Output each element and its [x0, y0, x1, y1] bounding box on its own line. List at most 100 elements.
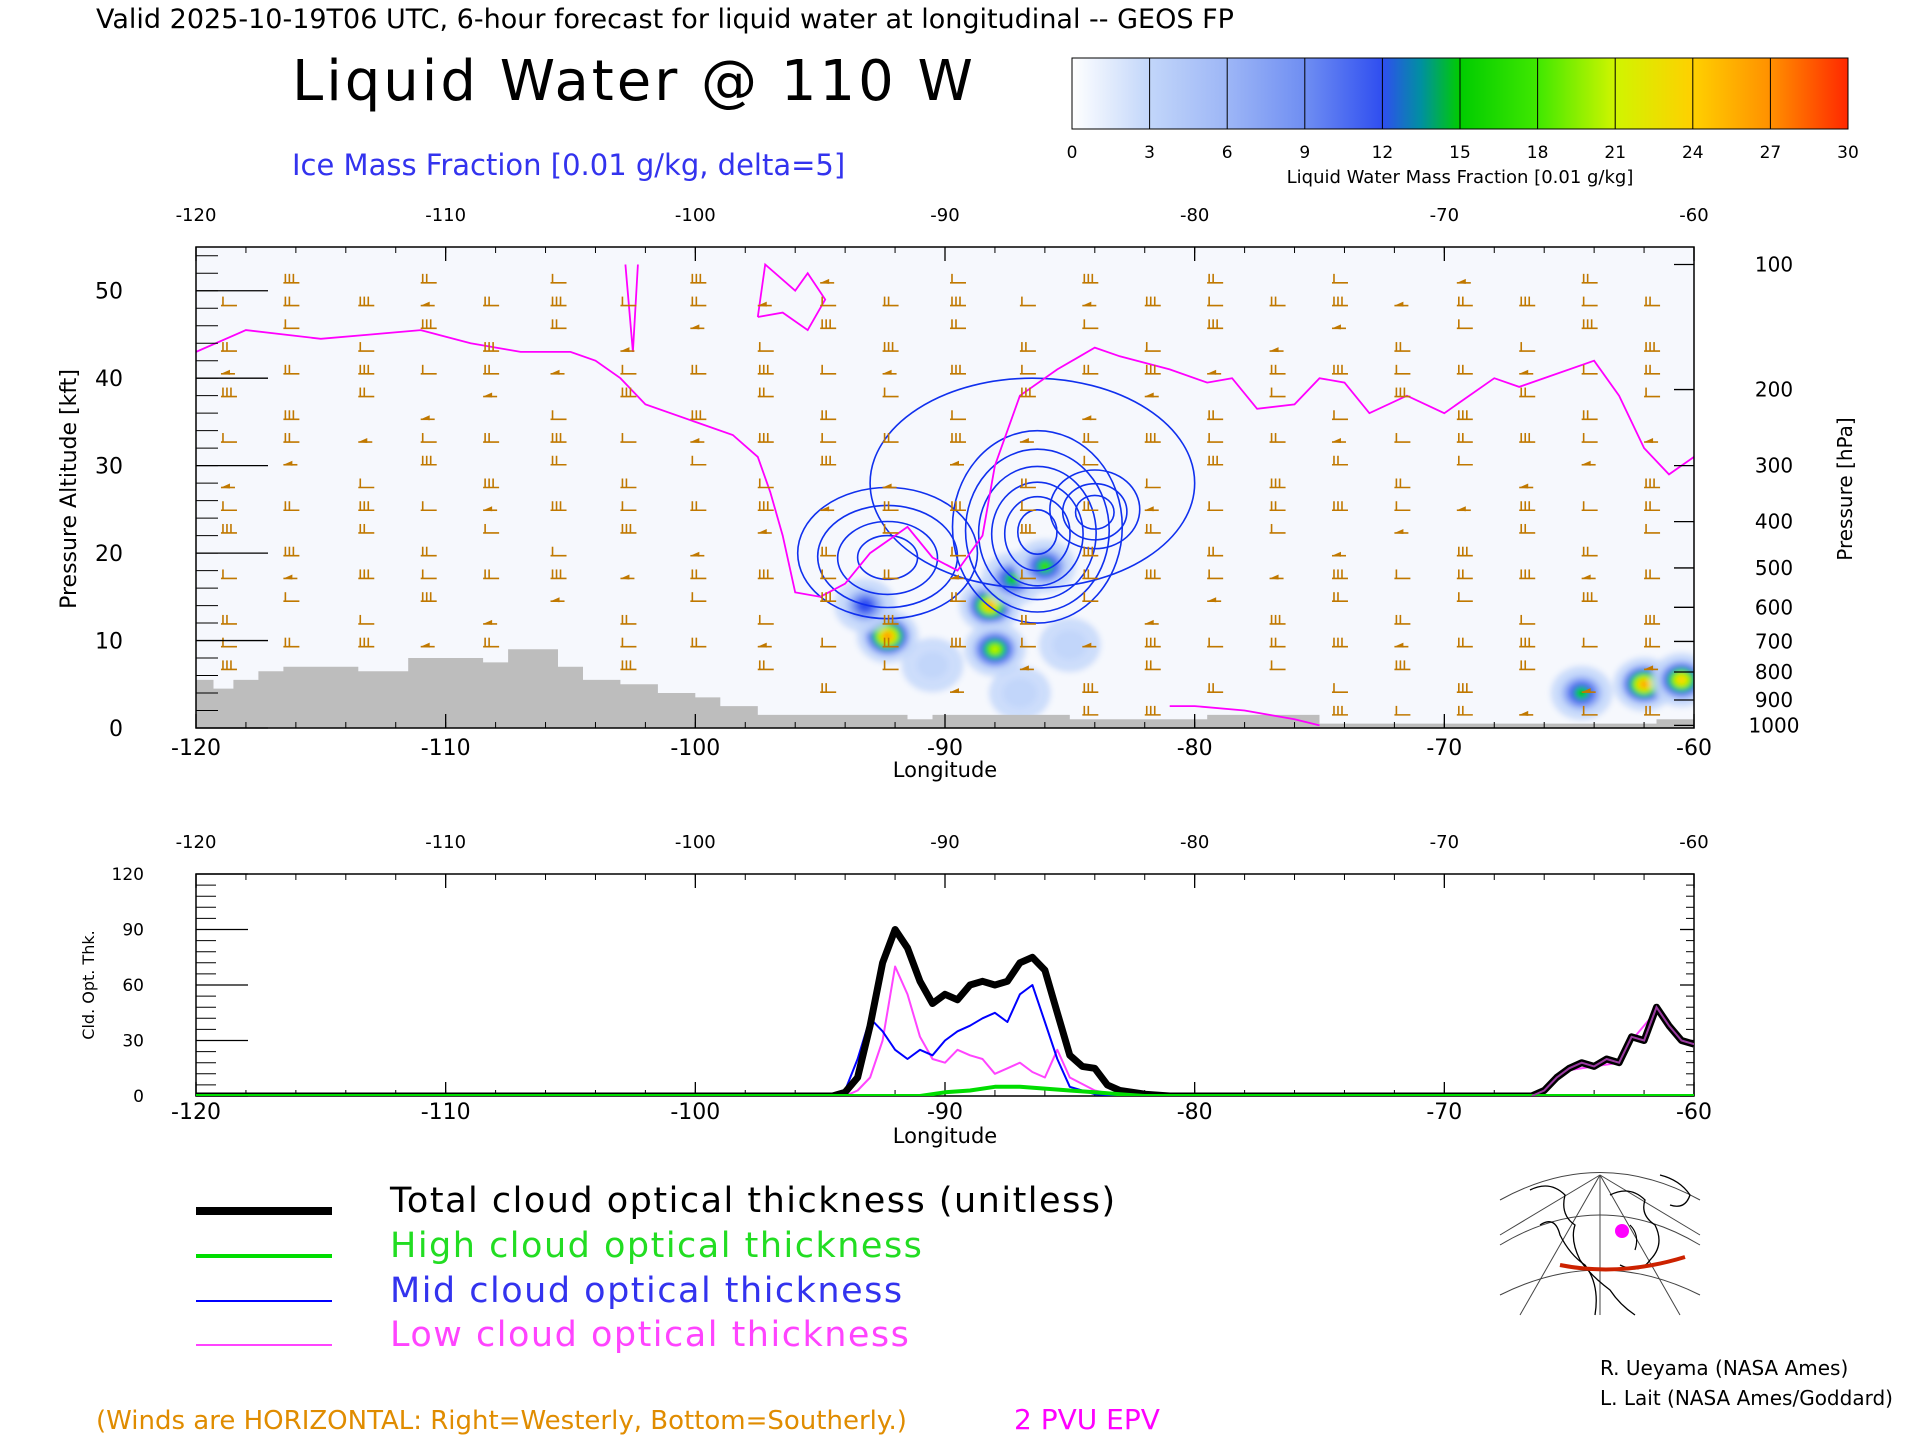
wind-barb: [1144, 569, 1161, 580]
wind-barb: [1519, 660, 1536, 671]
wind-barb: [1019, 387, 1036, 398]
wind-barb: [1269, 614, 1286, 625]
wind-barb: [1394, 478, 1411, 489]
wind-barb: [1644, 364, 1661, 375]
credit-line-1: R. Ueyama (NASA Ames): [1600, 1356, 1848, 1380]
wind-barb: [1519, 483, 1534, 489]
wind-barb: [1644, 614, 1661, 625]
wind-barb: [1581, 364, 1598, 375]
wind-barb: [550, 597, 565, 603]
wind-barb: [358, 637, 375, 648]
bottom-x-top-tick-label: -60: [1679, 832, 1708, 853]
wind-barb: [757, 614, 774, 625]
wind-barb: [620, 347, 635, 353]
wind-barb: [1207, 597, 1222, 603]
top-x-top-tick-label: -90: [930, 205, 959, 226]
wind-barb: [550, 296, 567, 307]
wind-barb: [1082, 569, 1099, 580]
legend-label-total: Total cloud optical thickness (unitless): [389, 1181, 1117, 1221]
wind-barb: [1394, 705, 1411, 716]
wind-barb: [882, 523, 899, 534]
wind-barb: [550, 410, 567, 421]
legend-label-low: Low cloud optical thickness: [390, 1315, 910, 1355]
wind-barb: [1331, 296, 1348, 307]
wind-barb: [420, 455, 437, 466]
wind-barb: [1019, 569, 1036, 580]
wind-barb: [1644, 705, 1661, 716]
wind-barb: [483, 637, 500, 648]
wind-barb: [1581, 546, 1598, 557]
inset-location-marker: [1615, 1224, 1629, 1238]
wind-barb: [757, 569, 774, 580]
wind-barb: [358, 438, 373, 444]
wind-barb: [1082, 501, 1099, 512]
wind-barb: [358, 364, 375, 375]
wind-barb: [1644, 478, 1661, 489]
wind-barb: [420, 415, 435, 421]
wind-barb: [1207, 501, 1224, 512]
wind-barb: [220, 637, 237, 648]
wind-barb: [1394, 301, 1409, 307]
series-line-high: [196, 1084, 1694, 1096]
wind-barb: [1144, 478, 1161, 489]
top-right-tick-label: 900: [1755, 688, 1793, 712]
wind-barb: [358, 523, 375, 534]
wind-barb: [820, 637, 837, 648]
wind-barb: [949, 433, 966, 443]
wind-barb: [1019, 342, 1036, 352]
wind-barb: [1581, 637, 1598, 648]
wind-barb: [949, 637, 966, 648]
liquid-water-level: [990, 645, 1000, 654]
wind-barb: [1082, 273, 1099, 284]
wind-barb: [420, 433, 437, 443]
bottom-x-top-tick-label: -90: [930, 832, 959, 853]
wind-barb: [1019, 501, 1036, 512]
wind-barb: [820, 592, 837, 602]
wind-barb: [1519, 433, 1536, 443]
top-x-top-tick-label: -60: [1679, 205, 1708, 226]
bottom-x-top-tick-label: -80: [1180, 832, 1209, 853]
wind-barb: [1269, 660, 1286, 671]
wind-barb: [283, 592, 300, 602]
wind-barb: [283, 433, 300, 443]
wind-barb: [1331, 683, 1348, 693]
wind-barb: [420, 501, 437, 512]
wind-barb: [949, 319, 966, 330]
wind-barb: [1519, 296, 1536, 307]
wind-barb: [1331, 455, 1348, 466]
wind-barb: [420, 273, 437, 284]
wind-barb: [1644, 569, 1661, 580]
wind-barb: [1581, 296, 1598, 307]
wind-barb: [1144, 296, 1161, 307]
wind-barb: [1144, 433, 1161, 443]
series-line-overlay: [1531, 1005, 1694, 1096]
wind-barb: [1519, 569, 1536, 580]
wind-barb: [550, 273, 567, 284]
wind-barb: [1331, 551, 1346, 557]
wind-barb: [1019, 637, 1036, 648]
wind-barb: [690, 296, 707, 307]
ice-contour: [990, 481, 1084, 587]
colorbar-tick: 12: [1372, 143, 1394, 163]
wind-barb: [820, 319, 837, 330]
wind-barb: [550, 319, 567, 330]
bottom-x-tick-label: -60: [1676, 1100, 1712, 1125]
wind-barb: [1144, 619, 1159, 625]
wind-barb: [1394, 528, 1409, 534]
wind-barb: [483, 296, 500, 307]
wind-barb: [1644, 523, 1661, 534]
bottom-x-top-tick-label: -110: [425, 832, 466, 853]
wind-barb: [757, 478, 774, 489]
wind-barb: [620, 478, 637, 489]
wind-barb: [620, 660, 637, 671]
wind-barb: [1456, 592, 1473, 602]
wind-barb: [1456, 546, 1473, 557]
liquid-water-field: [834, 539, 1694, 721]
wind-barb: [283, 410, 300, 421]
wind-barb: [1581, 410, 1598, 421]
wind-barb: [882, 342, 899, 352]
wind-barb: [1269, 501, 1286, 512]
epv-2pvu-line: [196, 329, 1694, 598]
wind-barb: [550, 433, 567, 443]
